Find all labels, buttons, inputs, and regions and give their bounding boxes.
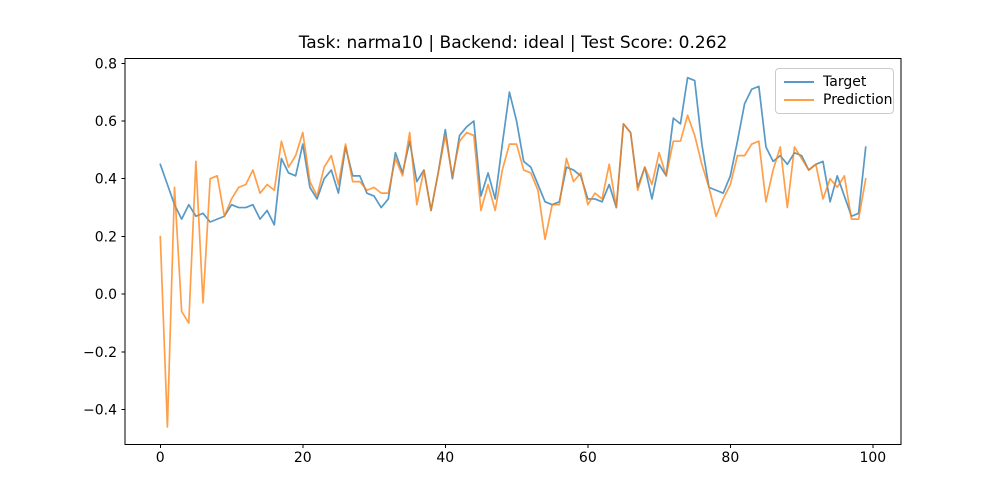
y-tick-label: −0.2 xyxy=(83,345,117,361)
y-tick-label: 0.6 xyxy=(95,114,117,130)
x-tick-label: 20 xyxy=(294,450,312,466)
legend-label-target: Target xyxy=(823,74,867,90)
legend-label-prediction: Prediction xyxy=(823,92,893,108)
y-tick-label: 0.0 xyxy=(95,287,117,303)
series-line-prediction xyxy=(159,114,867,428)
y-tick-label: 0.4 xyxy=(95,172,117,188)
series-line-target xyxy=(159,76,867,226)
y-tick-label: 0.8 xyxy=(95,56,117,72)
legend-item-prediction: Prediction xyxy=(784,91,893,109)
axes-frame xyxy=(124,58,902,445)
x-tick-label: 80 xyxy=(721,450,739,466)
x-tick-label: 40 xyxy=(436,450,454,466)
y-tick-label: −0.4 xyxy=(83,403,117,419)
x-tick-label: 60 xyxy=(579,450,597,466)
x-tick-label: 0 xyxy=(156,450,165,466)
y-tick-label: 0.2 xyxy=(95,229,117,245)
legend-item-target: Target xyxy=(784,73,885,91)
legend: Target Prediction xyxy=(775,68,894,114)
target-line-swatch xyxy=(784,81,814,83)
prediction-line-swatch xyxy=(784,99,814,101)
chart-title: Task: narma10 | Backend: ideal | Test Sc… xyxy=(298,33,728,53)
x-tick-label: 100 xyxy=(859,450,886,466)
